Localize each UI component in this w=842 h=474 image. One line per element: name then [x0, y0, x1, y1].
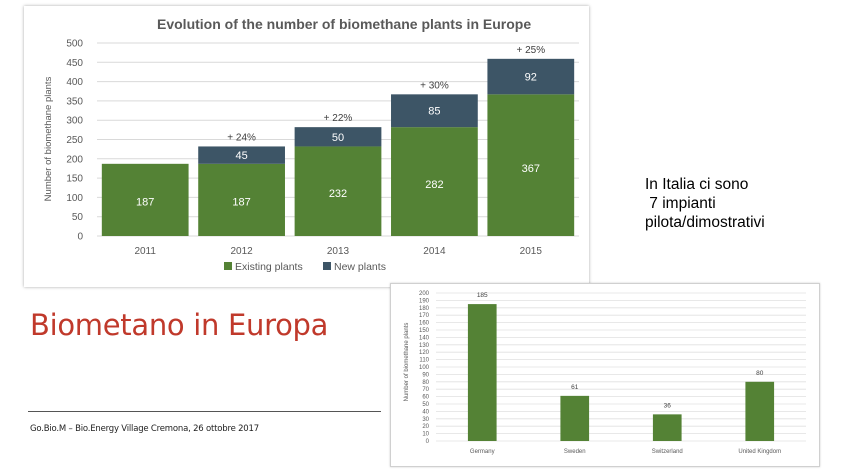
- chart2-x-tick-label: Germany: [470, 449, 495, 455]
- chart2-y-tick-label: 160: [419, 321, 430, 327]
- chart1-y-tick-label: 100: [66, 193, 83, 204]
- chart1-y-tick-label: 200: [66, 154, 83, 165]
- chart1-bar-new: [198, 146, 285, 164]
- chart2-y-tick-label: 50: [422, 402, 429, 408]
- chart1-growth-annotation: + 24%: [227, 132, 256, 143]
- chart2-y-tick-label: 70: [422, 387, 429, 393]
- chart2-bar: [652, 414, 682, 441]
- chart2-y-tick-label: 110: [419, 358, 429, 364]
- chart1-bar-existing: [294, 146, 382, 236]
- chart1-value-label-existing: 187: [136, 196, 154, 208]
- chart2-y-tick-label: 40: [422, 409, 429, 415]
- chart1-bar-existing: [198, 163, 285, 236]
- chart1-x-tick-label: 2014: [423, 246, 446, 257]
- chart1-x-tick-label: 2012: [230, 246, 253, 257]
- footer-divider: [28, 411, 381, 412]
- chart1-y-ticks: 0 50 100 150 200 250 300 350 400 450 500: [66, 39, 83, 243]
- chart2-y-axis-label: Number of biomethane plants: [404, 323, 410, 402]
- italy-note-line-2: 7 impianti: [645, 195, 716, 212]
- chart2-y-tick-label: 170: [419, 313, 430, 319]
- chart2-bars: 185 61 36 80: [467, 292, 775, 441]
- chart1-y-tick-label: 400: [66, 77, 83, 88]
- chart1-growth-annotation: + 22%: [324, 113, 353, 124]
- chart1-bars: 187 187 45 + 24% 232 50 + 22% 282 85 + 30% 367 92 + …: [101, 45, 575, 236]
- chart1-y-tick-label: 500: [66, 39, 83, 50]
- chart2-y-tick-label: 0: [426, 439, 430, 445]
- chart2-y-tick-label: 60: [422, 395, 429, 401]
- chart2-y-tick-label: 20: [422, 424, 429, 430]
- chart1-y-axis-label: Number of biomethane plants: [43, 76, 54, 201]
- chart1-y-tick-label: 250: [66, 135, 83, 146]
- chart1-value-label-existing: 187: [232, 196, 250, 208]
- chart1-legend-swatch: [323, 262, 331, 270]
- chart1-value-label-new: 92: [525, 72, 537, 84]
- chart-plants-by-country-svg: Number of biomethane plants 010203040506…: [404, 291, 806, 455]
- chart2-bar: [467, 304, 497, 441]
- chart1-legend-swatch: [224, 262, 232, 270]
- chart2-y-tick-label: 120: [419, 350, 430, 356]
- chart2-x-tick-label: Sweden: [564, 449, 586, 455]
- chart2-x-tick-label: Switzerland: [652, 449, 683, 455]
- chart1-bar-existing: [101, 163, 189, 236]
- chart2-gridlines: [436, 292, 806, 442]
- chart-europe-evolution: Evolution of the number of biomethane pl…: [24, 6, 589, 287]
- chart1-value-label-new: 50: [332, 132, 344, 144]
- chart1-y-tick-label: 50: [72, 212, 84, 223]
- chart2-y-tick-label: 130: [419, 343, 430, 349]
- chart2-y-tick-label: 30: [422, 417, 429, 423]
- chart2-y-tick-label: 10: [422, 432, 429, 438]
- chart2-value-label: 61: [571, 384, 579, 391]
- chart1-title: Evolution of the number of biomethane pl…: [157, 16, 531, 32]
- chart2-y-tick-label: 90: [422, 372, 429, 378]
- chart1-value-label-new: 85: [428, 106, 440, 118]
- italy-note-line-3: pilota/dimostrativi: [645, 214, 765, 231]
- chart1-x-ticks: 2011 2012 2013 2014 2015: [134, 246, 542, 257]
- chart1-y-tick-label: 300: [66, 116, 83, 127]
- italy-note-line-1: In Italia ci sono: [645, 176, 749, 193]
- chart1-bar-existing: [391, 127, 478, 236]
- chart1-value-label-new: 45: [235, 150, 247, 162]
- chart1-y-tick-label: 450: [66, 58, 83, 69]
- chart2-y-tick-label: 140: [419, 335, 430, 341]
- chart1-y-tick-label: 150: [66, 174, 83, 185]
- chart-plants-by-country: Number of biomethane plants 0 10 20 30 40 50 6…: [390, 283, 820, 467]
- slide-title: Biometano in Europa: [30, 308, 329, 342]
- italy-note: In Italia ci sono 7 impianti pilota/dimo…: [645, 175, 765, 232]
- chart2-bar: [560, 395, 590, 441]
- chart2-value-label: 36: [664, 402, 672, 409]
- chart1-value-label-existing: 282: [425, 179, 443, 191]
- chart1-legend: Existing plants New plants: [224, 261, 386, 273]
- chart1-x-tick-label: 2011: [134, 246, 156, 257]
- chart1-bar-new: [391, 94, 478, 128]
- chart1-growth-annotation: + 25%: [516, 45, 545, 56]
- chart1-y-tick-label: 0: [77, 232, 83, 243]
- chart2-bar: [745, 381, 775, 441]
- chart2-y-tick-label: 180: [419, 306, 430, 312]
- slide-footer: Go.Bio.M – Bio.Energy Village Cremona, 2…: [30, 424, 259, 434]
- chart2-x-ticks: Germany Sweden Switzerland United Kingdom: [470, 449, 781, 455]
- chart2-y-tick-label: 100: [419, 365, 430, 371]
- chart1-legend-label: Existing plants: [235, 261, 303, 273]
- chart1-bar-new: [487, 58, 575, 95]
- chart2-y-tick-label: 190: [419, 298, 430, 304]
- chart1-bar-existing: [487, 94, 575, 236]
- chart1-bar-new: [294, 127, 382, 147]
- chart-europe-evolution-svg: Evolution of the number of biomethane pl…: [43, 16, 579, 273]
- chart1-y-tick-label: 350: [66, 96, 83, 107]
- chart1-x-tick-label: 2015: [520, 246, 543, 257]
- chart2-value-label: 80: [756, 370, 764, 377]
- chart1-legend-label: New plants: [334, 261, 386, 273]
- chart2-x-tick-label: United Kingdom: [738, 449, 781, 455]
- chart2-y-tick-label: 200: [419, 291, 430, 297]
- chart2-value-label: 185: [477, 292, 488, 299]
- chart2-y-tick-label: 80: [422, 380, 429, 386]
- chart2-y-tick-label: 150: [419, 328, 430, 334]
- chart1-x-tick-label: 2013: [327, 246, 350, 257]
- chart1-value-label-existing: 367: [522, 163, 540, 175]
- chart1-value-label-existing: 232: [329, 188, 347, 200]
- chart1-growth-annotation: + 30%: [420, 80, 449, 91]
